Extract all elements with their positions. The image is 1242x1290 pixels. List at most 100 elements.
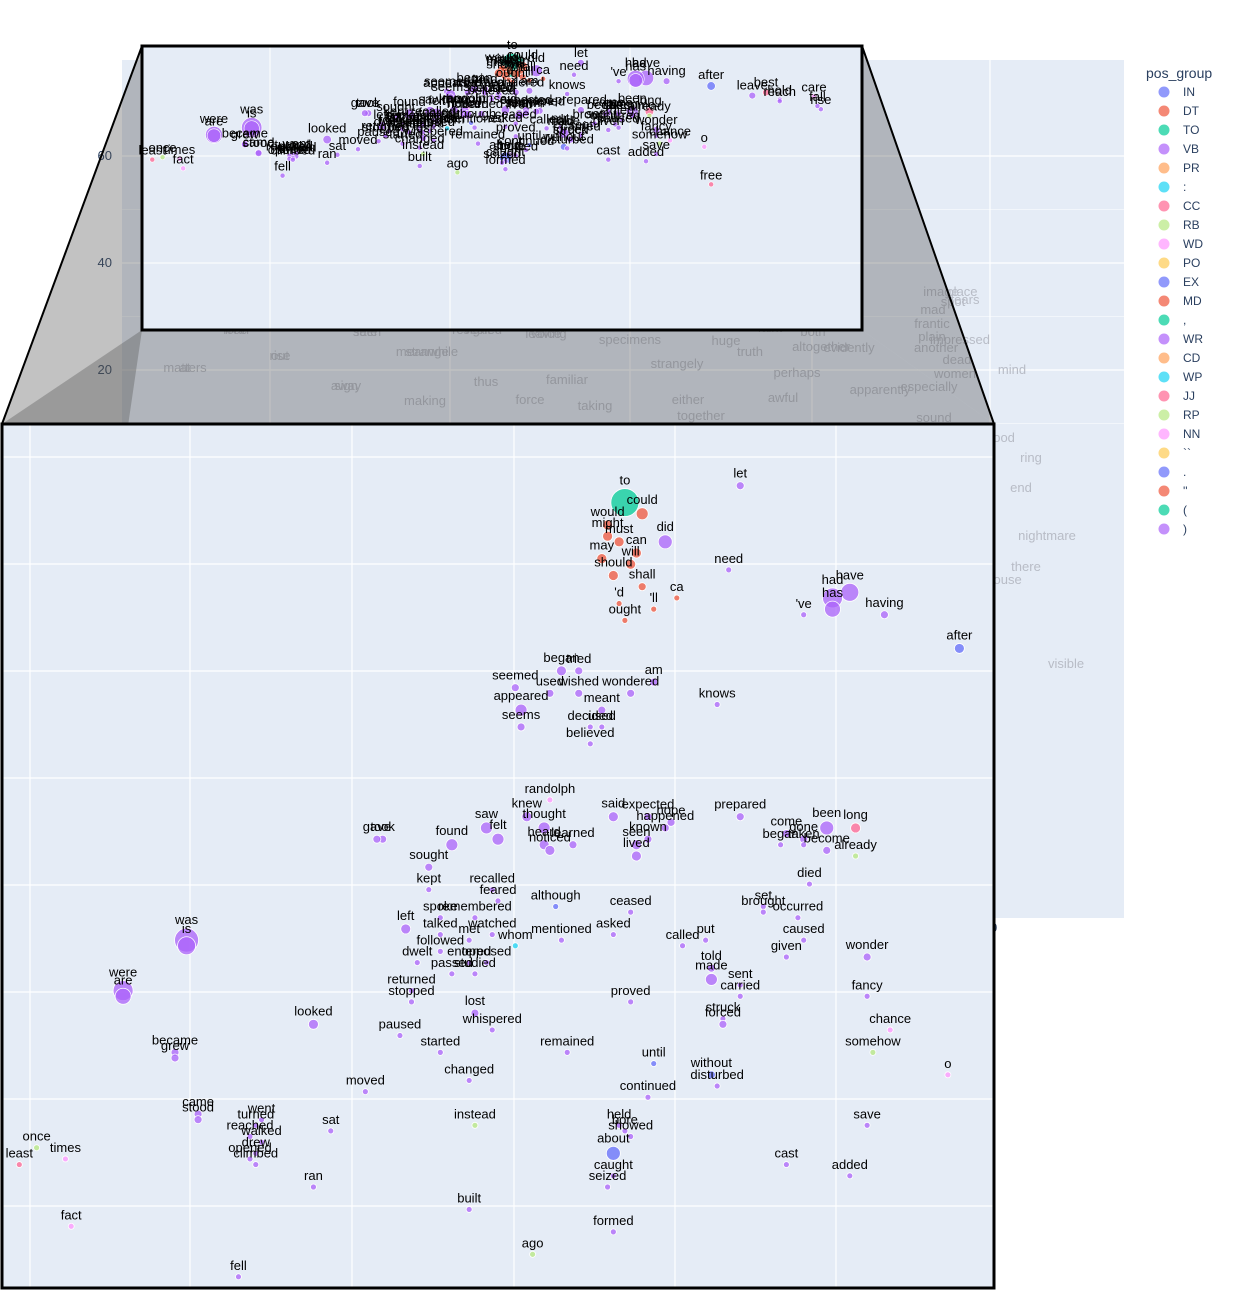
overview-point-label: let	[574, 45, 588, 60]
inset-point	[436, 931, 444, 938]
legend-item[interactable]: WD	[1158, 237, 1204, 251]
main-faint-label: huge	[712, 333, 741, 348]
legend-label: WR	[1183, 332, 1203, 346]
inset-point	[782, 1161, 790, 1168]
inset-point	[650, 605, 658, 613]
legend-label: :	[1183, 180, 1186, 194]
overview-point-label: cast	[596, 143, 620, 158]
inset-point-label: kept	[417, 871, 442, 886]
inset-point-label: used	[588, 708, 616, 723]
legend-marker	[1158, 257, 1170, 269]
inset-point	[408, 987, 415, 995]
legend-item[interactable]: (	[1158, 503, 1188, 517]
legend-label: EX	[1183, 275, 1199, 289]
overview-point-label: taken	[603, 97, 635, 112]
legend-item[interactable]: ,	[1158, 313, 1187, 327]
legend-item[interactable]: JJ	[1158, 389, 1196, 403]
legend-item[interactable]: ''	[1158, 484, 1188, 498]
main-faint-label: sign	[334, 378, 358, 393]
overview-point	[206, 128, 222, 143]
overview-point	[499, 159, 505, 166]
legend-item[interactable]: PR	[1158, 161, 1201, 175]
legend-item[interactable]: IN	[1158, 85, 1196, 99]
main-faint-label: fears	[951, 292, 980, 307]
inset-point-label: put	[697, 921, 715, 936]
inset-point	[436, 1048, 444, 1056]
overview-points	[149, 52, 824, 188]
inset-point	[491, 832, 505, 846]
legend-item[interactable]: MD	[1158, 294, 1202, 308]
inset-point-label: might	[592, 515, 624, 530]
main-faint-label: impressed	[930, 332, 990, 347]
inset-point	[735, 481, 745, 491]
inset-point-label: began	[763, 826, 799, 841]
overview-point	[571, 71, 577, 78]
inset-point-label: came	[182, 1094, 214, 1109]
inset-point	[488, 931, 496, 938]
overview-point-label: called	[530, 111, 564, 126]
inset-point-label: bore	[612, 1112, 638, 1127]
legend-item[interactable]: WR	[1158, 332, 1204, 346]
inset-point	[465, 1206, 473, 1213]
overview-point-label: ran	[318, 146, 337, 161]
inset-point-label: let	[733, 466, 747, 481]
inset-point-label: took	[370, 819, 395, 834]
overview-point	[512, 133, 519, 140]
legend-item[interactable]: ``	[1158, 446, 1192, 460]
inset-point-label: became	[152, 1032, 198, 1047]
inset-point-label: opened	[228, 1140, 271, 1155]
inset-point-label: were	[108, 965, 137, 980]
inset-point	[759, 908, 767, 916]
inset-point	[252, 1161, 260, 1168]
overview-point	[814, 103, 821, 109]
legend-item[interactable]: EX	[1158, 275, 1200, 289]
legend-item[interactable]: RP	[1158, 408, 1200, 422]
overview-point	[512, 152, 519, 159]
inset-point	[480, 821, 493, 835]
legend-item[interactable]: DT	[1158, 104, 1200, 118]
inset-point-label: are	[114, 972, 133, 987]
inset-point	[235, 1273, 242, 1281]
inset-point	[408, 998, 415, 1006]
legend-item[interactable]: VB	[1158, 142, 1200, 156]
inset-point-label: did	[657, 519, 674, 534]
overview-point	[543, 125, 550, 132]
legend-item[interactable]: CD	[1158, 351, 1201, 365]
overview-point	[591, 120, 598, 127]
inset-point-label: spoke	[423, 899, 458, 914]
legend-item[interactable]: CC	[1158, 199, 1201, 213]
inset-point-label: called	[666, 927, 700, 942]
legend-item[interactable]: :	[1158, 180, 1187, 194]
overview-point-label: ceased	[495, 107, 537, 122]
inset-point	[736, 992, 744, 1000]
overview-point-label: have	[632, 55, 660, 70]
overview-point	[392, 117, 399, 124]
inset-point	[424, 862, 434, 872]
overview-point-label: thought	[443, 92, 487, 107]
inset-point	[602, 519, 613, 531]
legend-item[interactable]: RB	[1158, 218, 1200, 232]
legend-marker	[1158, 162, 1170, 174]
overview-point-label: brought	[573, 107, 617, 122]
inset-point	[621, 1127, 629, 1135]
inset-point	[637, 582, 647, 592]
legend-label: TO	[1183, 123, 1199, 137]
overview-point-label: about	[489, 137, 522, 152]
legend-item[interactable]: TO	[1158, 123, 1200, 137]
legend-item[interactable]: .	[1158, 465, 1187, 479]
overview-point	[382, 133, 389, 140]
legend-item[interactable]: )	[1158, 522, 1188, 536]
legend-item[interactable]: WP	[1158, 370, 1203, 384]
overview-point	[361, 109, 369, 117]
inset-point-label: 'll	[650, 590, 658, 605]
legend-marker	[1158, 276, 1170, 288]
legend-item[interactable]: NN	[1158, 427, 1201, 441]
main-faint-label: strangely	[651, 356, 704, 371]
inset-point-label: drew	[242, 1134, 271, 1149]
inset-point	[635, 507, 649, 521]
overview-point	[159, 154, 166, 161]
legend-item[interactable]: PO	[1158, 256, 1201, 270]
inset-point	[62, 1155, 69, 1163]
overview-point	[475, 140, 481, 147]
legend-label: CD	[1183, 351, 1201, 365]
